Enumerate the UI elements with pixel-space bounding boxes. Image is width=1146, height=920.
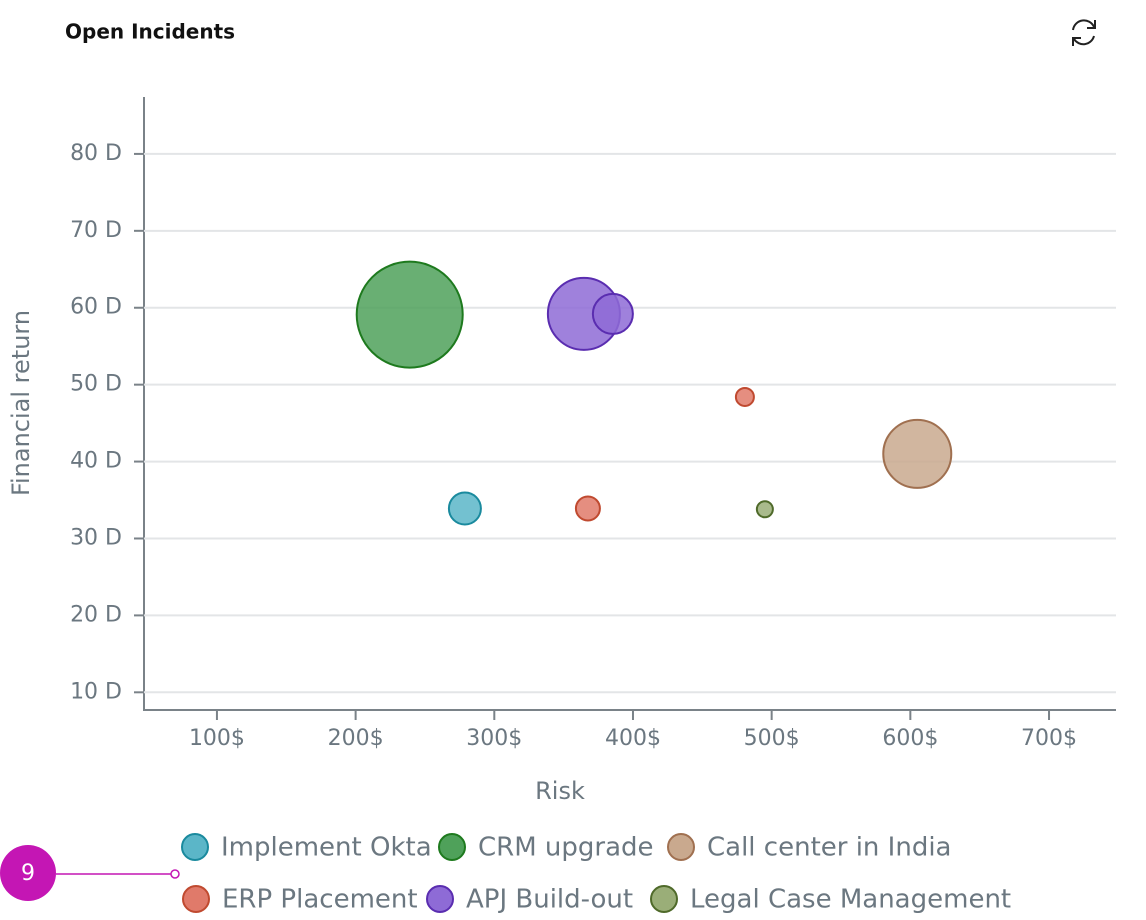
bubble <box>591 292 634 335</box>
annotation-number: 9 <box>21 861 35 886</box>
y-tick-label: 30 D <box>70 525 122 550</box>
bubble <box>734 386 755 407</box>
bubble <box>755 500 774 519</box>
legend-swatch <box>650 885 678 913</box>
bubble <box>574 495 601 522</box>
y-tick-label: 20 D <box>70 602 122 627</box>
legend-swatch <box>182 885 210 913</box>
legend-swatch <box>426 885 454 913</box>
x-axis-title: Risk <box>535 777 585 805</box>
legend-swatch <box>438 833 466 861</box>
legend-swatch <box>667 833 695 861</box>
y-tick-label: 40 D <box>70 449 122 474</box>
chart-title: Open Incidents <box>65 20 235 44</box>
y-tick-label: 10 D <box>70 679 122 704</box>
y-axis-title: Financial return <box>7 310 35 496</box>
x-tick-label: 200$ <box>328 726 384 751</box>
x-tick-label: 300$ <box>466 726 522 751</box>
y-tick-label: 70 D <box>70 218 122 243</box>
x-tick-label: 400$ <box>605 726 661 751</box>
annotation-badge <box>0 845 56 901</box>
legend-label[interactable]: Legal Case Management <box>690 885 1011 915</box>
legend-swatch <box>181 833 209 861</box>
legend-label[interactable]: Call center in India <box>707 833 952 863</box>
legend-label[interactable]: APJ Build-out <box>466 885 633 915</box>
legend-label[interactable]: CRM upgrade <box>478 833 654 863</box>
x-tick-label: 600$ <box>882 726 938 751</box>
y-tick-label: 80 D <box>70 141 122 166</box>
x-tick-label: 100$ <box>189 726 245 751</box>
bubble <box>355 260 464 369</box>
bubble <box>882 418 953 489</box>
y-tick-label: 60 D <box>70 295 122 320</box>
x-tick-label: 700$ <box>1021 726 1077 751</box>
x-tick-label: 500$ <box>744 726 800 751</box>
refresh-button[interactable] <box>1072 19 1096 46</box>
legend-label[interactable]: ERP Placement <box>222 885 418 915</box>
legend-label[interactable]: Implement Okta <box>221 833 432 863</box>
y-tick-label: 50 D <box>70 372 122 397</box>
annotation-dot <box>170 869 180 879</box>
bubble <box>447 491 482 526</box>
